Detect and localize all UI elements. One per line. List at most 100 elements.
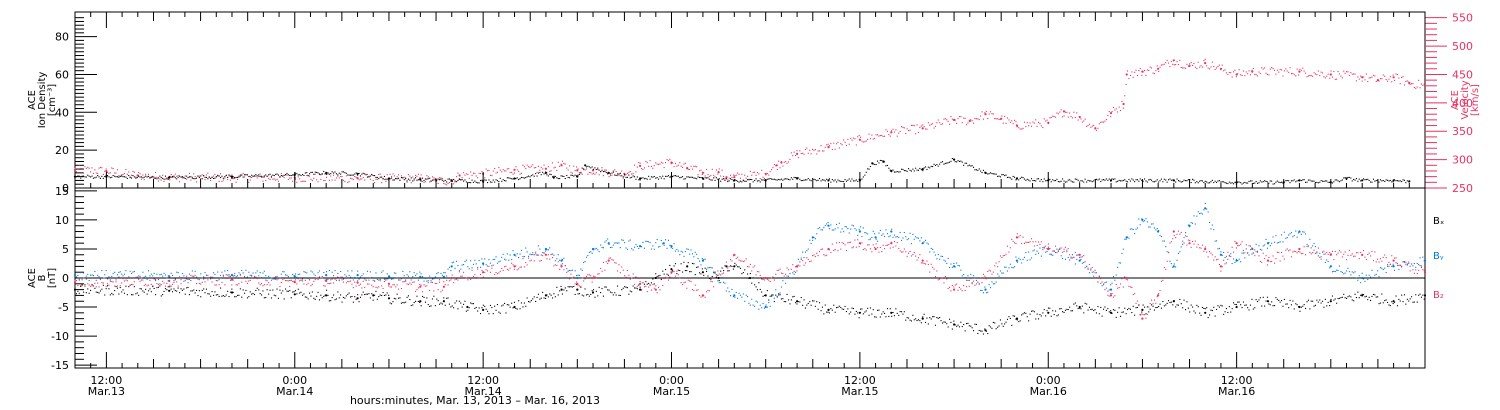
field-by-sample	[246, 276, 248, 278]
field-bx-sample	[1324, 298, 1326, 300]
velocity-sample	[207, 172, 209, 174]
field-bz-sample	[614, 262, 616, 264]
field-bz-sample	[684, 281, 686, 283]
field-bz-sample	[337, 276, 339, 278]
field-by-sample	[1409, 265, 1411, 267]
velocity-sample	[587, 173, 589, 175]
velocity-sample	[1258, 71, 1260, 73]
field-bz-sample	[261, 283, 263, 285]
field-bx-sample	[533, 296, 535, 298]
velocity-sample	[1081, 121, 1083, 123]
velocity-sample	[703, 172, 705, 174]
field-bz-sample	[761, 278, 763, 280]
field-bx-sample	[1080, 308, 1082, 310]
field-by-sample	[601, 247, 603, 249]
velocity-sample	[1136, 75, 1138, 77]
density-sample	[238, 176, 240, 178]
velocity-sample	[403, 176, 405, 178]
density-sample	[1196, 181, 1198, 183]
field-by-sample	[1070, 256, 1072, 258]
field-bx-sample	[607, 289, 609, 291]
field-by-sample	[828, 228, 830, 230]
field-bx-sample	[545, 297, 547, 299]
velocity-sample	[765, 174, 767, 176]
velocity-point	[1172, 59, 1175, 62]
field-bx-sample	[157, 286, 159, 288]
density-sample	[868, 168, 870, 170]
field-bx-sample	[1216, 308, 1218, 310]
velocity-point	[1329, 73, 1332, 76]
field-bx-sample	[456, 300, 458, 302]
field-bx-sample	[631, 291, 633, 293]
velocity-sample	[1384, 75, 1386, 77]
field-bz-sample	[779, 268, 781, 270]
field-by-sample	[724, 282, 726, 284]
field-bz-sample	[689, 280, 691, 282]
density-sample	[929, 167, 931, 169]
field-bz-sample	[347, 280, 349, 282]
field-bz-sample	[187, 282, 189, 284]
density-sample	[1062, 178, 1064, 180]
field-bz-sample	[255, 276, 257, 278]
field-bx-sample	[1144, 306, 1146, 308]
field-by-sample	[1045, 251, 1047, 253]
velocity-sample	[383, 179, 385, 181]
velocity-sample	[833, 142, 835, 144]
field-bx-point	[890, 311, 893, 314]
density-panel-frame	[74, 11, 1426, 189]
field-bz-sample	[554, 264, 556, 266]
field-by-sample	[1060, 255, 1062, 257]
field-bx-sample	[439, 303, 441, 305]
field-by-sample	[864, 232, 866, 234]
density-sample	[768, 178, 770, 180]
velocity-sample	[251, 177, 253, 179]
field-bz-sample	[200, 283, 202, 285]
field-by-sample	[225, 274, 227, 276]
density-sample	[1354, 179, 1356, 181]
field-bx-sample	[1052, 310, 1054, 312]
density-sample	[1259, 180, 1261, 182]
field-by-sample	[1059, 248, 1061, 250]
density-sample	[597, 168, 599, 170]
field-by-sample	[326, 271, 328, 273]
velocity-sample	[314, 173, 316, 175]
field-bz-sample	[922, 262, 924, 264]
velocity-sample	[475, 175, 477, 177]
density-sample	[1006, 176, 1008, 178]
field-bz-sample	[330, 282, 332, 284]
density-sample	[1337, 180, 1339, 182]
density-sample	[885, 165, 887, 167]
field-bx-sample	[1018, 321, 1020, 323]
field-bz-sample	[1131, 286, 1133, 288]
velocity-sample	[193, 173, 195, 175]
field-bx-sample	[734, 262, 736, 264]
velocity-tick-label: 300	[1452, 154, 1473, 167]
field-by-point	[984, 288, 987, 291]
field-by-sample	[337, 272, 339, 274]
field-by-sample	[1062, 257, 1064, 259]
field-by-sample	[813, 237, 815, 239]
field-by-sample	[737, 297, 739, 299]
density-sample	[371, 173, 373, 175]
velocity-sample	[1026, 122, 1028, 124]
field-bz-sample	[135, 277, 137, 279]
density-sample	[755, 178, 757, 180]
field-by-sample	[1098, 275, 1100, 277]
density-sample	[1103, 179, 1105, 181]
field-bx-sample	[872, 309, 874, 311]
field-bx-sample	[693, 263, 695, 265]
field-bx-sample	[417, 300, 419, 302]
velocity-sample	[297, 176, 299, 178]
field-bz-sample	[724, 265, 726, 267]
field-bz-sample	[563, 269, 565, 271]
density-sample	[520, 176, 522, 178]
field-bx-sample	[758, 282, 760, 284]
field-bz-sample	[131, 284, 133, 286]
field-bz-sample	[218, 284, 220, 286]
velocity-sample	[769, 171, 771, 173]
field-by-sample	[511, 259, 513, 261]
density-sample	[682, 176, 684, 178]
density-sample	[245, 174, 247, 176]
velocity-sample	[581, 173, 583, 175]
density-sample	[480, 180, 482, 182]
